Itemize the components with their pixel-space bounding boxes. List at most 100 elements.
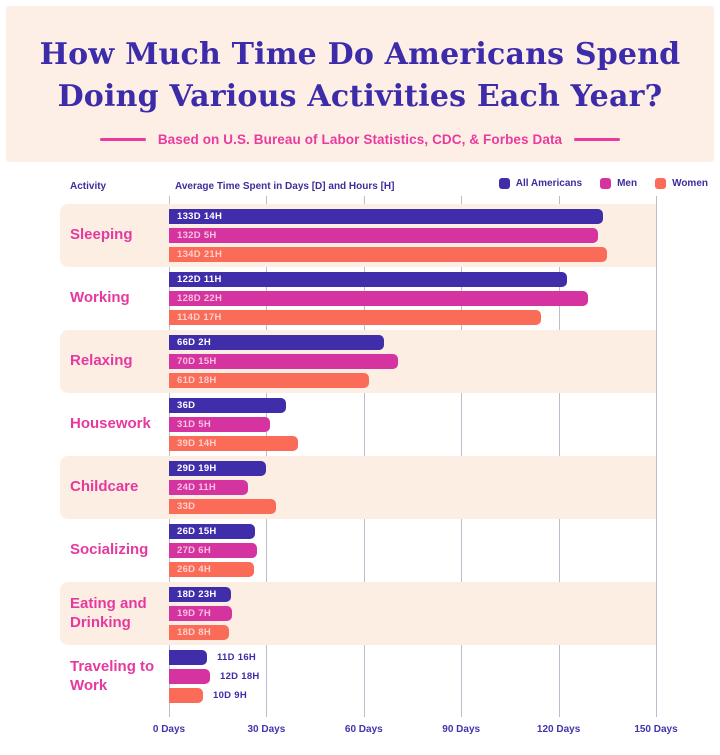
- bar-line: 26D 15H: [169, 524, 257, 539]
- bar-line: 26D 4H: [169, 562, 257, 577]
- bar-value-label: 11D 16H: [217, 652, 257, 663]
- bar-value-label: 19D 7H: [177, 608, 212, 619]
- bar-value-label: 26D 15H: [177, 526, 217, 537]
- bar-men: 132D 5H: [169, 228, 598, 243]
- activity-column-header: Activity: [70, 181, 107, 192]
- bar-group: 26D 15H 27D 6H 26D 4H: [169, 524, 257, 581]
- bar-value-label: 66D 2H: [177, 337, 212, 348]
- bar-group: 11D 16H 12D 18H 10D 9H: [169, 650, 260, 707]
- activity-row: Sleeping 133D 14H 132D 5H 134D 21H: [60, 204, 656, 267]
- bar-women: 61D 18H: [169, 373, 369, 388]
- x-axis-tick-label: 30 Days: [247, 724, 286, 735]
- bar-value-label: 70D 15H: [177, 356, 217, 367]
- bar-all-americans: 36D: [169, 398, 286, 413]
- value-axis-header: Average Time Spent in Days [D] and Hours…: [175, 181, 395, 192]
- bar-line: 33D: [169, 499, 276, 514]
- men-swatch-icon: [600, 178, 612, 189]
- bar-value-label: 29D 19H: [177, 463, 217, 474]
- bar-men: 70D 15H: [169, 354, 398, 369]
- activity-row: Eating and Drinking 18D 23H 19D 7H 18D 8H: [60, 582, 656, 645]
- bar-men: [169, 669, 210, 684]
- legend-label: All Americans: [515, 178, 583, 189]
- subtitle: Based on U.S. Bureau of Labor Statistics…: [157, 132, 563, 147]
- chart-header: Activity Average Time Spent in Days [D] …: [0, 178, 720, 196]
- legend-item-all-americans: All Americans: [498, 178, 583, 189]
- bar-all-americans: [169, 650, 207, 665]
- activity-label: Eating and Drinking: [70, 594, 147, 631]
- bar-value-label: 36D: [177, 400, 196, 411]
- bar-line: 36D: [169, 398, 298, 413]
- bar-value-label: 12D 18H: [220, 671, 260, 682]
- bar-line: 18D 23H: [169, 587, 232, 602]
- bar-line: 61D 18H: [169, 373, 398, 388]
- bar-line: 134D 21H: [169, 247, 607, 262]
- chart: Activity Average Time Spent in Days [D] …: [0, 170, 720, 755]
- bar-value-label: 61D 18H: [177, 375, 217, 386]
- legend: All Americans Men Women: [498, 178, 708, 189]
- bar-group: 122D 11H 128D 22H 114D 17H: [169, 272, 588, 329]
- bar-all-americans: 29D 19H: [169, 461, 266, 476]
- bar-all-americans: 26D 15H: [169, 524, 255, 539]
- bar-value-label: 114D 17H: [177, 312, 222, 323]
- x-axis-tick-label: 120 Days: [536, 724, 581, 735]
- bar-value-label: 31D 5H: [177, 419, 212, 430]
- bar-line: 12D 18H: [169, 669, 260, 684]
- bar-value-label: 18D 8H: [177, 627, 212, 638]
- activity-label: Traveling to Work: [70, 657, 155, 694]
- bar-men: 128D 22H: [169, 291, 588, 306]
- bar-value-label: 10D 9H: [213, 690, 248, 701]
- bar-value-label: 122D 11H: [177, 274, 222, 285]
- women-swatch-icon: [655, 178, 667, 189]
- activity-label: Housework: [70, 415, 151, 433]
- bar-women: 18D 8H: [169, 625, 229, 640]
- bar-line: 70D 15H: [169, 354, 398, 369]
- legend-label: Men: [617, 178, 638, 189]
- legend-item-women: Women: [655, 178, 708, 189]
- activity-row: Housework 36D 31D 5H 39D 14H: [60, 393, 656, 456]
- activity-label: Childcare: [70, 478, 139, 496]
- x-axis-tick-label: 90 Days: [442, 724, 481, 735]
- bar-group: 133D 14H 132D 5H 134D 21H: [169, 209, 607, 266]
- bar-line: 24D 11H: [169, 480, 276, 495]
- bar-group: 66D 2H 70D 15H 61D 18H: [169, 335, 398, 392]
- bar-all-americans: 66D 2H: [169, 335, 384, 350]
- activity-label: Relaxing: [70, 352, 133, 370]
- bar-group: 36D 31D 5H 39D 14H: [169, 398, 298, 455]
- activity-label: Socializing: [70, 541, 149, 559]
- bar-value-label: 24D 11H: [177, 482, 217, 493]
- bar-group: 29D 19H 24D 11H 33D: [169, 461, 276, 518]
- header: How Much Time Do Americans Spend Doing V…: [6, 6, 714, 162]
- subtitle-left-dash: [99, 138, 146, 141]
- page-title-line-2: Doing Various Activities Each Year?: [57, 79, 663, 114]
- bar-line: 18D 8H: [169, 625, 232, 640]
- bar-value-label: 132D 5H: [177, 230, 217, 241]
- bar-line: 133D 14H: [169, 209, 607, 224]
- bar-line: 114D 17H: [169, 310, 588, 325]
- bar-line: 66D 2H: [169, 335, 398, 350]
- activity-row: Traveling to Work 11D 16H 12D 18H 10D 9H: [60, 645, 656, 708]
- bar-women: [169, 688, 203, 703]
- legend-item-men: Men: [600, 178, 637, 189]
- bar-men: 27D 6H: [169, 543, 257, 558]
- bar-men: 19D 7H: [169, 606, 232, 621]
- bar-line: 11D 16H: [169, 650, 260, 665]
- activity-row: Working 122D 11H 128D 22H 114D 17H: [60, 267, 656, 330]
- all-americans-swatch-icon: [498, 178, 510, 189]
- page-title: How Much Time Do Americans Spend Doing V…: [6, 34, 714, 118]
- x-axis-tick-label: 60 Days: [344, 724, 383, 735]
- bar-all-americans: 133D 14H: [169, 209, 603, 224]
- bar-line: 31D 5H: [169, 417, 298, 432]
- activity-row: Childcare 29D 19H 24D 11H 33D: [60, 456, 656, 519]
- bar-value-label: 134D 21H: [177, 249, 223, 260]
- subtitle-row: Based on U.S. Bureau of Labor Statistics…: [6, 132, 714, 147]
- bar-line: 132D 5H: [169, 228, 607, 243]
- bar-value-label: 27D 6H: [177, 545, 212, 556]
- activity-row: Socializing 26D 15H 27D 6H 26D 4H: [60, 519, 656, 582]
- bar-value-label: 18D 23H: [177, 589, 217, 600]
- bar-line: 128D 22H: [169, 291, 588, 306]
- activity-label: Sleeping: [70, 226, 133, 244]
- bar-line: 29D 19H: [169, 461, 276, 476]
- bar-value-label: 33D: [177, 501, 196, 512]
- bar-men: 31D 5H: [169, 417, 270, 432]
